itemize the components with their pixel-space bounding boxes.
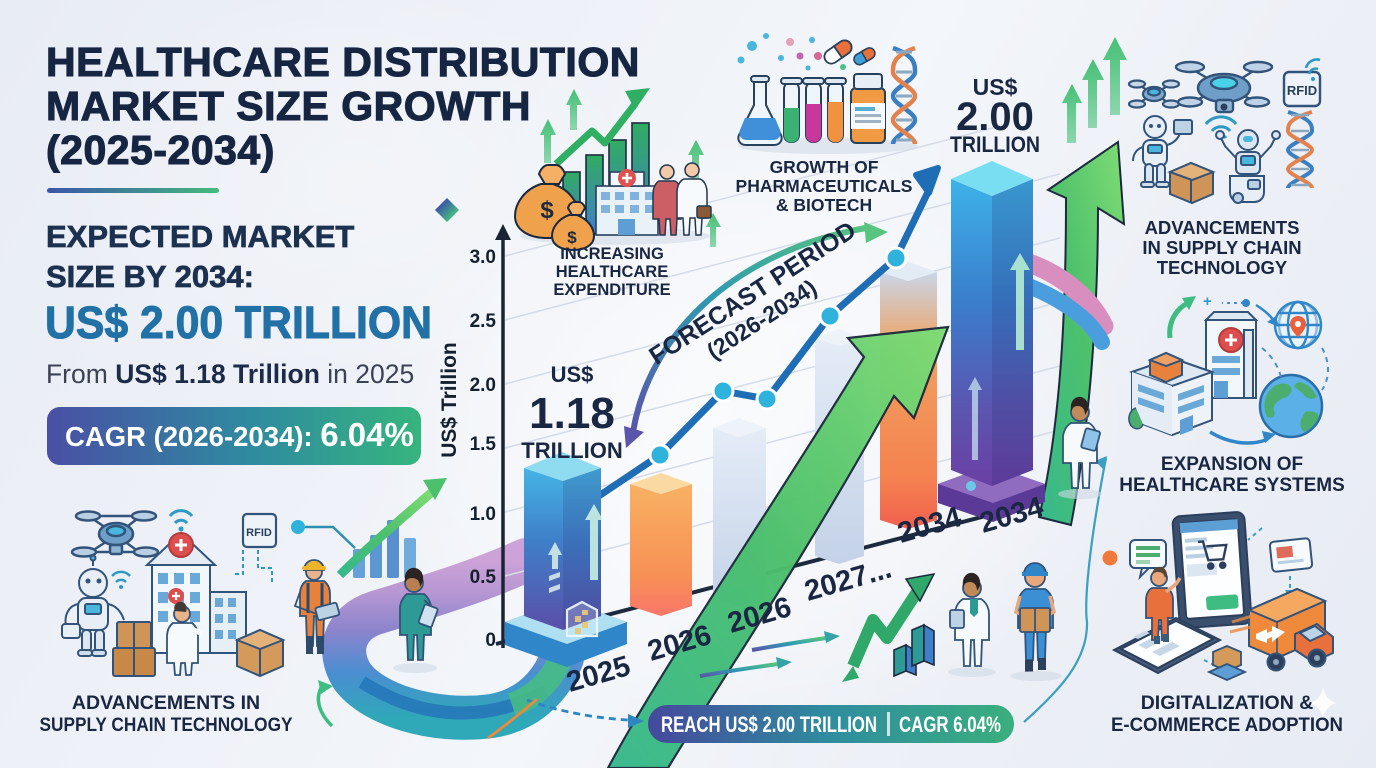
- svg-text:EXPANSION OF: EXPANSION OF: [1161, 454, 1303, 475]
- svg-text:HEALTHCARE SYSTEMS: HEALTHCARE SYSTEMS: [1119, 475, 1345, 496]
- svg-text:TRILLION: TRILLION: [521, 438, 622, 463]
- svg-text:+: +: [1203, 293, 1212, 310]
- svg-text:EXPECTED MARKET: EXPECTED MARKET: [46, 219, 354, 254]
- svg-text:& BIOTECH: & BIOTECH: [776, 195, 872, 215]
- svg-text:E-COMMERCE ADOPTION: E-COMMERCE ADOPTION: [1111, 714, 1343, 736]
- svg-text:0.5: 0.5: [470, 567, 497, 588]
- svg-text:2.00: 2.00: [956, 95, 1034, 139]
- svg-text:2.5: 2.5: [470, 311, 497, 332]
- svg-text:HEALTHCARE DISTRIBUTION: HEALTHCARE DISTRIBUTION: [46, 39, 640, 85]
- svg-text:0: 0: [485, 630, 496, 651]
- svg-text:GROWTH OF: GROWTH OF: [770, 157, 879, 177]
- svg-text:ADVANCEMENTS IN: ADVANCEMENTS IN: [72, 692, 260, 714]
- svg-text:$: $: [540, 197, 554, 224]
- svg-text:CAGR (2026-2034): 6.04%: CAGR (2026-2034): 6.04%: [65, 416, 414, 453]
- svg-text:PHARMACEUTICALS: PHARMACEUTICALS: [736, 176, 913, 196]
- svg-text:1.0: 1.0: [470, 504, 496, 525]
- svg-text:$: $: [567, 228, 577, 247]
- svg-text:TRILLION: TRILLION: [950, 132, 1040, 157]
- svg-text:From US$ 1.18 Trillion in 2025: From US$ 1.18 Trillion in 2025: [46, 359, 414, 389]
- svg-text:ADVANCEMENTS: ADVANCEMENTS: [1145, 217, 1300, 238]
- svg-text:REACH US$ 2.00 TRILLION: REACH US$ 2.00 TRILLION: [661, 712, 877, 737]
- svg-text:1.18: 1.18: [529, 389, 615, 438]
- svg-text:2.0: 2.0: [470, 375, 496, 396]
- svg-text:EXPENDITURE: EXPENDITURE: [553, 281, 670, 299]
- svg-text:RFID: RFID: [246, 527, 272, 539]
- svg-text:MARKET SIZE GROWTH: MARKET SIZE GROWTH: [46, 83, 531, 129]
- svg-text:TECHNOLOGY: TECHNOLOGY: [1157, 257, 1288, 278]
- svg-text:RFID: RFID: [1287, 83, 1317, 98]
- svg-text:SIZE BY 2034:: SIZE BY 2034:: [46, 259, 254, 294]
- svg-text:HEALTHCARE: HEALTHCARE: [556, 263, 668, 281]
- svg-text:US$: US$: [973, 74, 1018, 100]
- svg-text:US$ Trillion: US$ Trillion: [438, 342, 461, 458]
- svg-text:1.5: 1.5: [470, 434, 497, 455]
- svg-text:IN SUPPLY CHAIN: IN SUPPLY CHAIN: [1142, 237, 1301, 258]
- svg-text:CAGR 6.04%: CAGR 6.04%: [899, 712, 1001, 737]
- svg-text:(2025-2034): (2025-2034): [46, 127, 275, 173]
- svg-text:DIGITALIZATION &: DIGITALIZATION &: [1141, 692, 1314, 714]
- svg-text:SUPPLY CHAIN TECHNOLOGY: SUPPLY CHAIN TECHNOLOGY: [40, 714, 293, 736]
- svg-text:INCREASING: INCREASING: [560, 245, 664, 263]
- svg-text:US$: US$: [551, 362, 594, 387]
- svg-text:3.0: 3.0: [470, 247, 496, 268]
- svg-text:US$ 2.00 TRILLION: US$ 2.00 TRILLION: [45, 297, 432, 348]
